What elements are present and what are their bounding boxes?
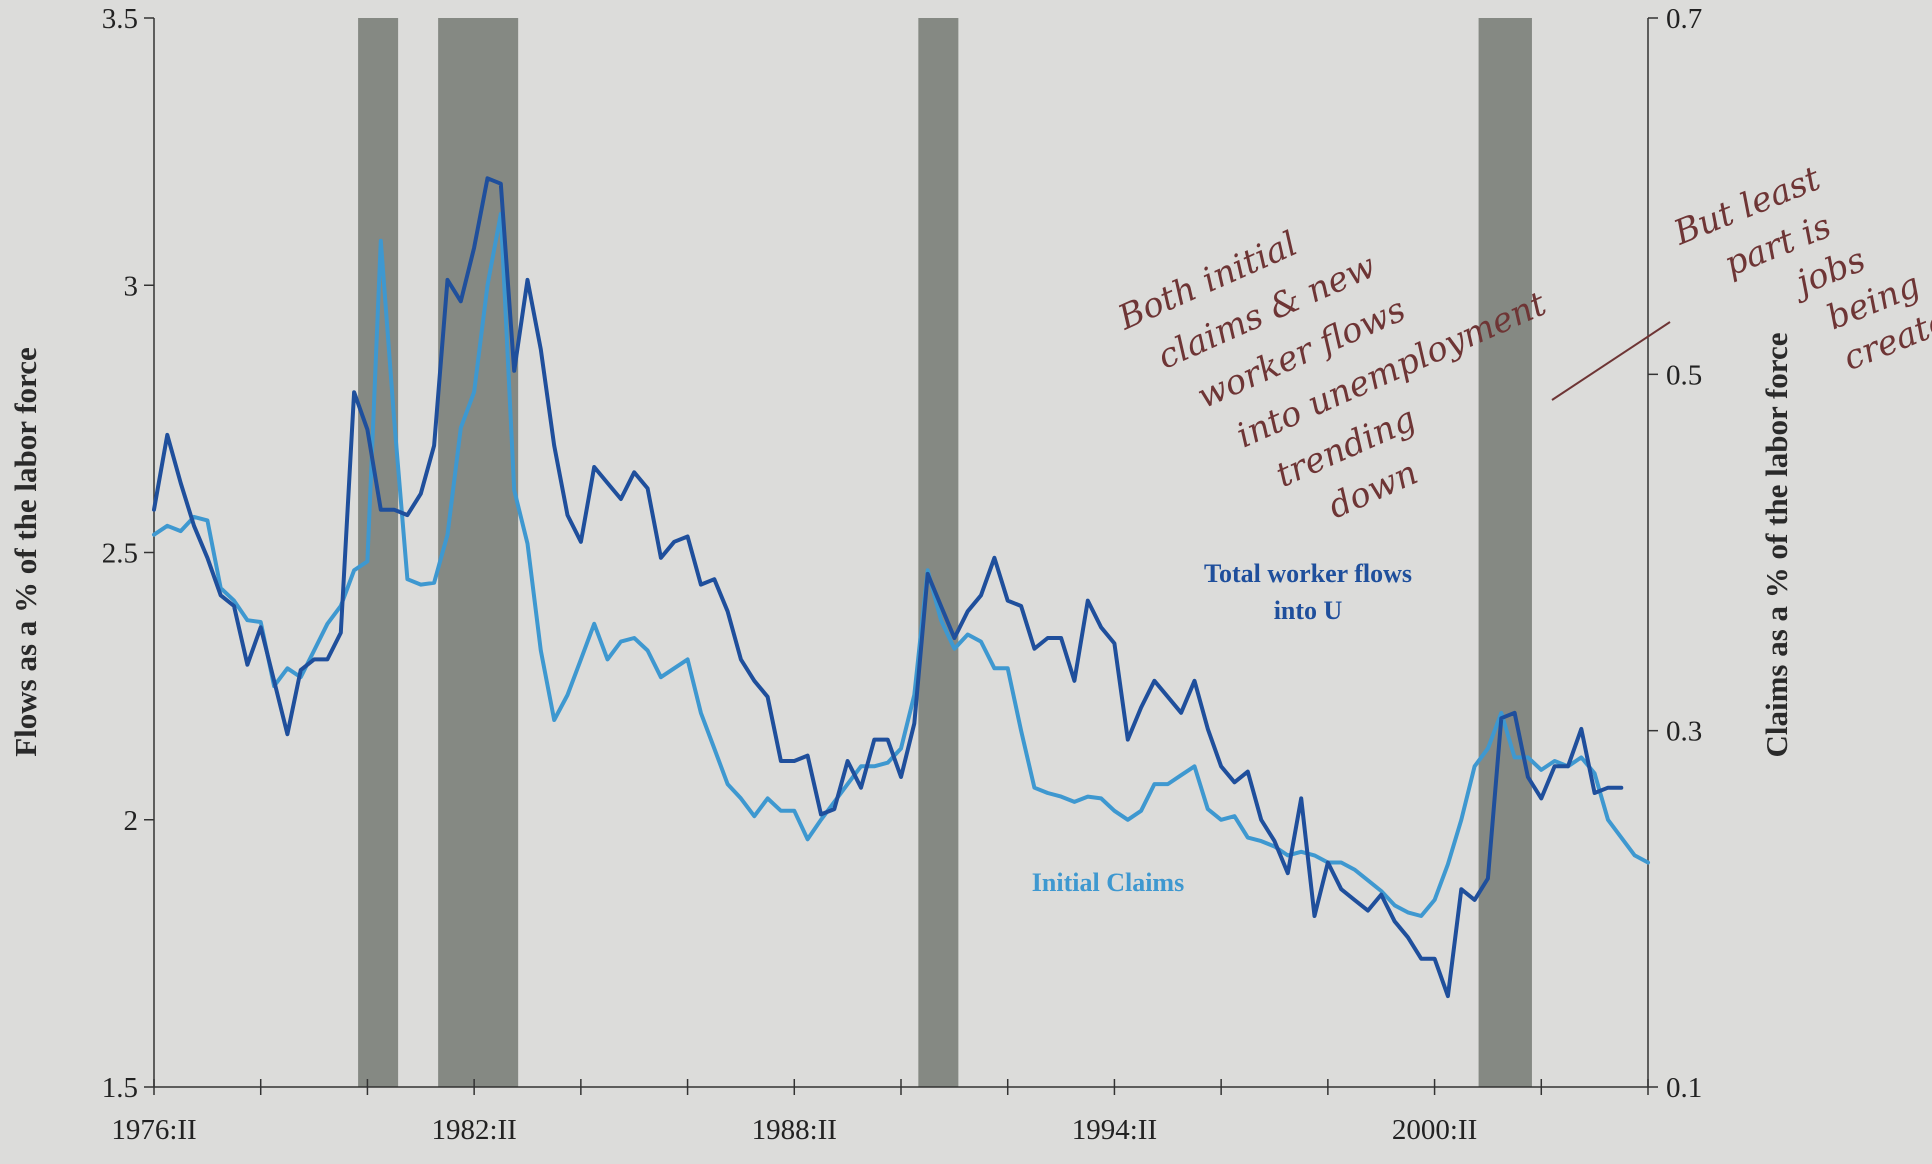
left-tick-label: 2 [124,805,139,837]
recession-band-2 [438,18,519,1087]
series [152,176,1650,999]
recession-band-3 [918,18,959,1087]
x-tick-label: 1982:II [431,1114,516,1146]
right-tick-label: 0.1 [1666,1072,1702,1104]
total-worker-flows-line [152,176,1624,999]
x-tick-label: 2000:II [1392,1114,1477,1146]
handwritten-note-pointer [1551,321,1671,401]
x-tick-label: 1994:II [1072,1114,1157,1146]
recession-band-4 [1478,18,1532,1087]
right-tick-label: 0.5 [1666,359,1702,391]
ticks: 1.5 2 2.5 3 3.5 0.1 0.3 0.5 0.7 1976:II 1982:II 198… [102,3,1703,1146]
recession-band-1 [358,18,399,1087]
flows-series-label-line2: into U [1274,596,1343,625]
right-tick-label: 0.3 [1666,716,1702,748]
left-tick-label: 2.5 [102,538,138,570]
x-tick-label: 1988:II [752,1114,837,1146]
right-tick-label: 0.7 [1666,3,1702,35]
x-tick-label: 1976:II [111,1114,196,1146]
left-tick-label: 3.5 [102,3,138,35]
right-axis-title: Claims as a % of the labor force [1759,332,1794,757]
left-tick-label: 1.5 [102,1072,138,1104]
left-axis-title: Flows as a % of the labor force [8,347,43,757]
recession-bands [358,18,1532,1087]
initial-claims-line [152,212,1650,918]
flows-series-label-line1: Total worker flows [1204,559,1412,588]
left-tick-label: 3 [124,270,139,302]
handwritten-note-jobs-created: But least part is jobs being created [1667,159,1932,379]
claims-series-label: Initial Claims [1032,868,1184,897]
